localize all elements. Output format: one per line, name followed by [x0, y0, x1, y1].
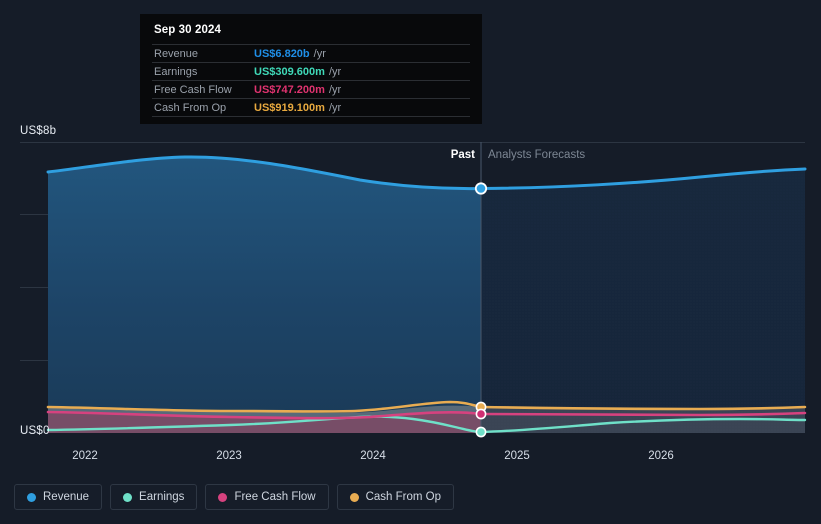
fcf-line-forecast — [479, 411, 807, 417]
cash-from-op-line-past — [46, 400, 483, 413]
legend-label-earnings: Earnings — [139, 491, 185, 503]
x-axis-tick-2026: 2026 — [648, 450, 674, 462]
tooltip-value-cash-from-op: US$919.100m — [254, 101, 325, 114]
tooltip-value-free-cash-flow: US$747.200m — [254, 83, 325, 96]
circle-dot-icon — [123, 492, 133, 502]
earnings-marker[interactable] — [475, 426, 487, 438]
tooltip-unit-free-cash-flow: /yr — [328, 83, 342, 96]
legend-item-cash-from-op[interactable]: Cash From Op — [336, 484, 455, 510]
past-region-label: Past — [450, 149, 475, 161]
earnings-line-forecast — [479, 417, 807, 434]
revenue-line-forecast — [479, 167, 807, 190]
x-axis-tick-2024: 2024 — [360, 450, 386, 462]
revenue-marker[interactable] — [474, 182, 488, 195]
tooltip-value-revenue: US$6.820b — [254, 47, 310, 60]
tooltip-row-free-cash-flow: Free Cash Flow US$747.200m /yr — [152, 80, 470, 98]
circle-dot-icon — [349, 492, 359, 502]
cash-from-op-line-forecast — [479, 405, 807, 411]
circle-dot-icon — [27, 492, 36, 502]
legend-item-revenue[interactable]: Revenue — [14, 484, 103, 510]
x-axis-tick-2022: 2022 — [72, 450, 98, 462]
fcf-line-past — [46, 410, 483, 420]
y-axis-zero-label: US$0 — [20, 425, 50, 437]
tooltip-label-cash-from-op: Cash From Op — [154, 101, 227, 114]
tooltip-label-revenue: Revenue — [154, 47, 199, 60]
circle-dot-icon — [218, 492, 228, 502]
legend-item-free-cash-flow[interactable]: Free Cash Flow — [205, 484, 329, 510]
y-axis-max-label: US$8b — [20, 125, 57, 137]
tooltip-unit-earnings: /yr — [328, 65, 342, 78]
tooltip-row-revenue: Revenue US$6.820b /yr — [152, 44, 470, 62]
data-tooltip: Sep 30 2024 Revenue US$6.820b /yr Earnin… — [140, 14, 482, 124]
forecast-region-label: Analysts Forecasts — [488, 149, 586, 161]
legend-label-free-cash-flow: Free Cash Flow — [234, 491, 316, 503]
legend-label-revenue: Revenue — [43, 491, 90, 503]
chart-legend: Revenue Earnings Free Cash Flow Cash Fro… — [14, 484, 455, 510]
x-axis-tick-2025: 2025 — [504, 450, 530, 462]
x-axis-tick-2023: 2023 — [216, 450, 242, 462]
tooltip-unit-revenue: /yr — [313, 47, 326, 60]
tooltip-unit-cash-from-op: /yr — [328, 101, 342, 114]
revenue-area-forecast — [481, 169, 805, 433]
gridline-8b — [20, 142, 805, 143]
tooltip-row-earnings: Earnings US$309.600m /yr — [152, 62, 470, 80]
fcf-marker[interactable] — [475, 408, 487, 420]
tooltip-label-free-cash-flow: Free Cash Flow — [154, 83, 232, 96]
tooltip-label-earnings: Earnings — [154, 65, 198, 78]
revenue-line-past — [46, 155, 483, 191]
legend-label-cash-from-op: Cash From Op — [365, 491, 442, 503]
tooltip-value-earnings: US$309.600m — [254, 65, 325, 78]
legend-item-earnings[interactable]: Earnings — [110, 484, 198, 510]
tooltip-row-cash-from-op: Cash From Op US$919.100m /yr — [152, 98, 470, 117]
tooltip-date: Sep 30 2024 — [154, 24, 221, 36]
revenue-area-past — [48, 156, 481, 433]
